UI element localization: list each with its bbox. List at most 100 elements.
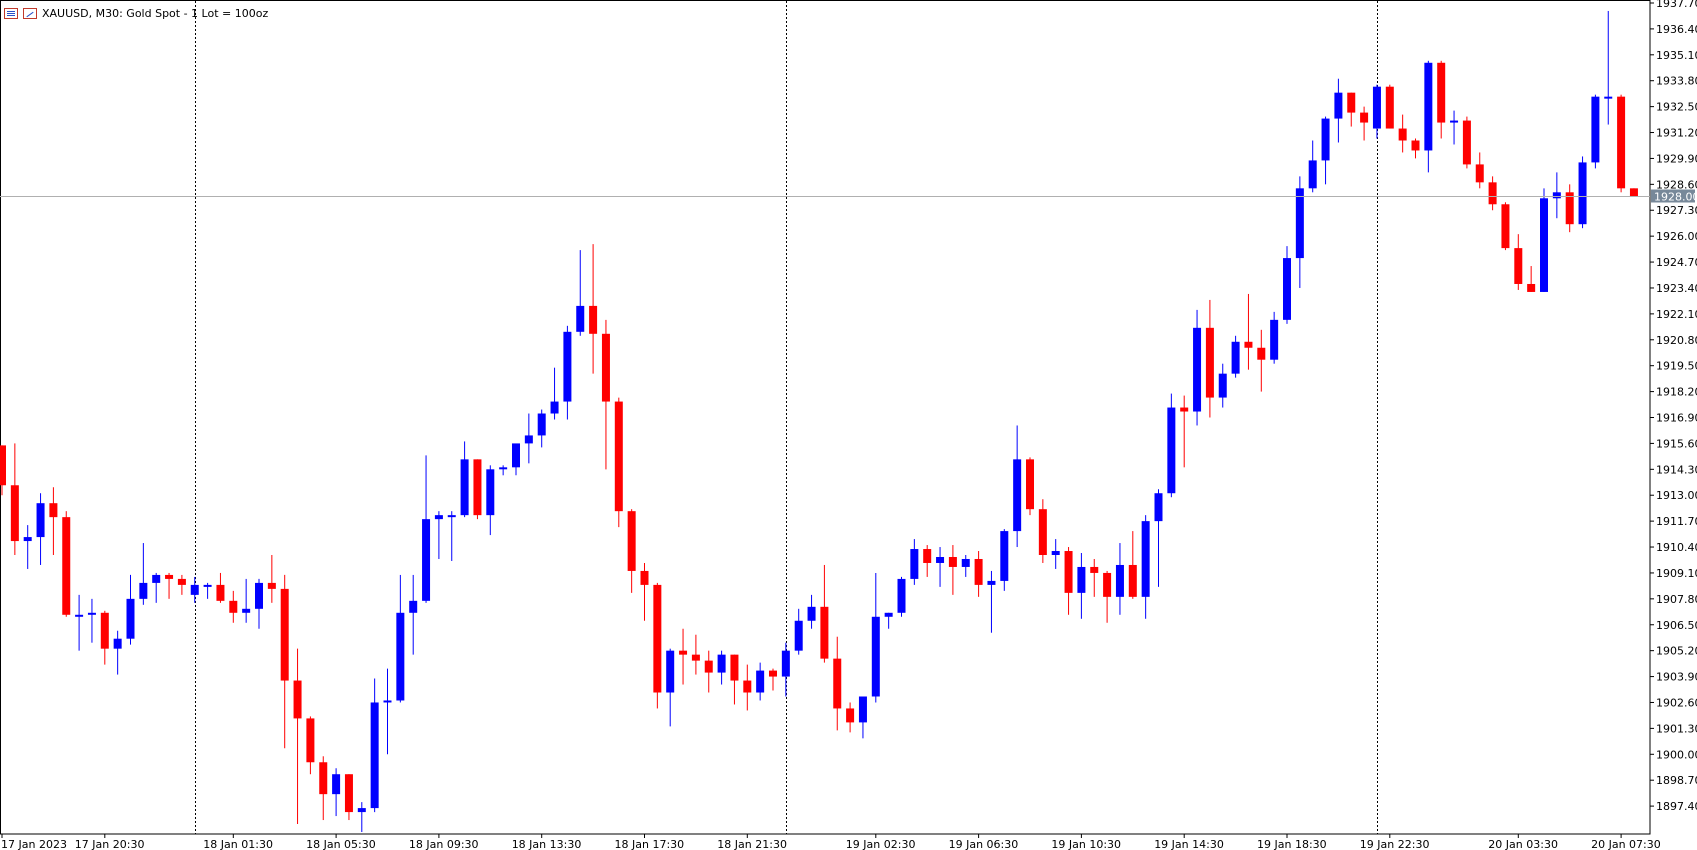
y-tick-label: 1915.60 xyxy=(1656,437,1697,450)
candle-body-bull xyxy=(756,670,765,693)
candle-body-bear xyxy=(293,680,302,719)
y-tick-label: 1937.70 xyxy=(1656,0,1697,10)
candle-body-bull xyxy=(255,582,263,609)
candle-body-bull xyxy=(1321,118,1330,161)
candle xyxy=(576,250,585,336)
candle xyxy=(23,525,32,569)
candle-body-bear xyxy=(601,333,610,402)
y-tick-label: 1922.10 xyxy=(1656,308,1697,321)
candle xyxy=(1103,570,1112,623)
candle xyxy=(370,678,379,813)
candle-body-bear xyxy=(1475,164,1484,183)
y-tick-label: 1918.20 xyxy=(1656,386,1697,399)
y-tick-label: 1926.00 xyxy=(1656,230,1697,243)
y-tick-label: 1936.40 xyxy=(1656,23,1697,36)
y-tick-label: 1910.40 xyxy=(1656,541,1697,554)
candle-body-bull xyxy=(576,305,585,332)
candle-body-bull xyxy=(1295,188,1304,259)
candle-body-bull xyxy=(126,598,135,639)
y-tick-label: 1906.50 xyxy=(1656,619,1697,632)
candle xyxy=(177,574,186,595)
candle xyxy=(1026,457,1034,516)
candle-body-bull xyxy=(1540,198,1548,292)
candle xyxy=(627,509,636,593)
candle xyxy=(486,465,495,536)
y-tick-label: 1913.00 xyxy=(1656,489,1697,502)
candle xyxy=(1540,188,1548,292)
candle-body-bear xyxy=(319,762,328,795)
candle xyxy=(10,443,19,556)
candle-body-bear xyxy=(1501,204,1510,249)
candle-body-bull xyxy=(897,578,906,613)
bid-price-label: 1928.00 xyxy=(1654,191,1697,204)
candle xyxy=(1090,558,1099,597)
candle-body-bull xyxy=(524,435,533,444)
candle-body-bear xyxy=(769,670,777,677)
candle xyxy=(1115,543,1124,615)
candle-body-bull xyxy=(1308,160,1317,189)
candle xyxy=(306,716,315,775)
candle xyxy=(1051,539,1060,569)
y-tick-label: 1920.80 xyxy=(1656,334,1697,347)
candle-body-bear xyxy=(589,305,598,334)
candle-body-bear xyxy=(1437,62,1446,123)
candle xyxy=(1283,246,1291,324)
y-tick-label: 1931.20 xyxy=(1656,127,1697,140)
candle-body-bear xyxy=(1514,248,1523,284)
candle-body-bull xyxy=(550,401,559,414)
x-tick-label: 19 Jan 22:30 xyxy=(1360,838,1430,850)
candle xyxy=(524,413,533,464)
candle-body-bull xyxy=(383,700,392,703)
candle xyxy=(769,668,777,691)
candle-body-bear xyxy=(1617,96,1626,189)
candle-body-bull xyxy=(717,654,726,673)
candle-body-bear xyxy=(1527,283,1536,292)
candle xyxy=(100,610,109,665)
candle xyxy=(1501,202,1510,251)
candle-body-bear xyxy=(10,485,19,542)
candle xyxy=(1334,78,1343,143)
candle-body-bull xyxy=(1270,319,1279,360)
candle-body-bull xyxy=(1218,373,1227,398)
candle-body-bear xyxy=(640,570,649,585)
candle xyxy=(833,636,842,731)
candle xyxy=(1141,515,1150,619)
candle xyxy=(1218,363,1227,408)
candle xyxy=(139,543,148,605)
candle xyxy=(267,555,276,603)
candle xyxy=(1488,176,1497,211)
x-tick-label: 18 Jan 21:30 xyxy=(717,838,787,850)
y-tick-label: 1935.10 xyxy=(1656,49,1697,62)
candle xyxy=(1527,266,1536,292)
candle-body-bear xyxy=(0,445,6,486)
x-tick-label: 20 Jan 03:30 xyxy=(1488,838,1558,850)
candle xyxy=(897,576,906,617)
candle-body-bear xyxy=(923,549,932,563)
candle xyxy=(704,650,713,693)
y-tick-label: 1898.70 xyxy=(1656,774,1697,787)
candle xyxy=(87,598,96,643)
candle-body-bear xyxy=(165,574,174,579)
candle-body-bear xyxy=(1180,407,1189,412)
candle-body-bear xyxy=(691,654,700,661)
candle xyxy=(601,319,610,470)
x-tick-label: 18 Jan 17:30 xyxy=(615,838,685,850)
candle xyxy=(691,634,700,675)
candle-body-bull xyxy=(794,620,803,651)
candle xyxy=(846,702,855,733)
candle-body-bull xyxy=(152,574,161,583)
candle-body-bear xyxy=(1462,120,1471,165)
candle xyxy=(190,576,199,603)
candle-body-bull xyxy=(666,650,675,693)
candle-body-bear xyxy=(216,584,225,601)
candle xyxy=(62,511,71,617)
candle-body-bear xyxy=(1064,551,1073,593)
candle-body-bull xyxy=(1000,531,1009,581)
candle xyxy=(1295,176,1304,288)
candle xyxy=(434,511,443,559)
candle xyxy=(948,545,957,595)
candle-body-bear xyxy=(1411,140,1420,151)
candle-body-bear xyxy=(833,658,842,709)
x-tick-label: 18 Jan 05:30 xyxy=(306,838,376,850)
